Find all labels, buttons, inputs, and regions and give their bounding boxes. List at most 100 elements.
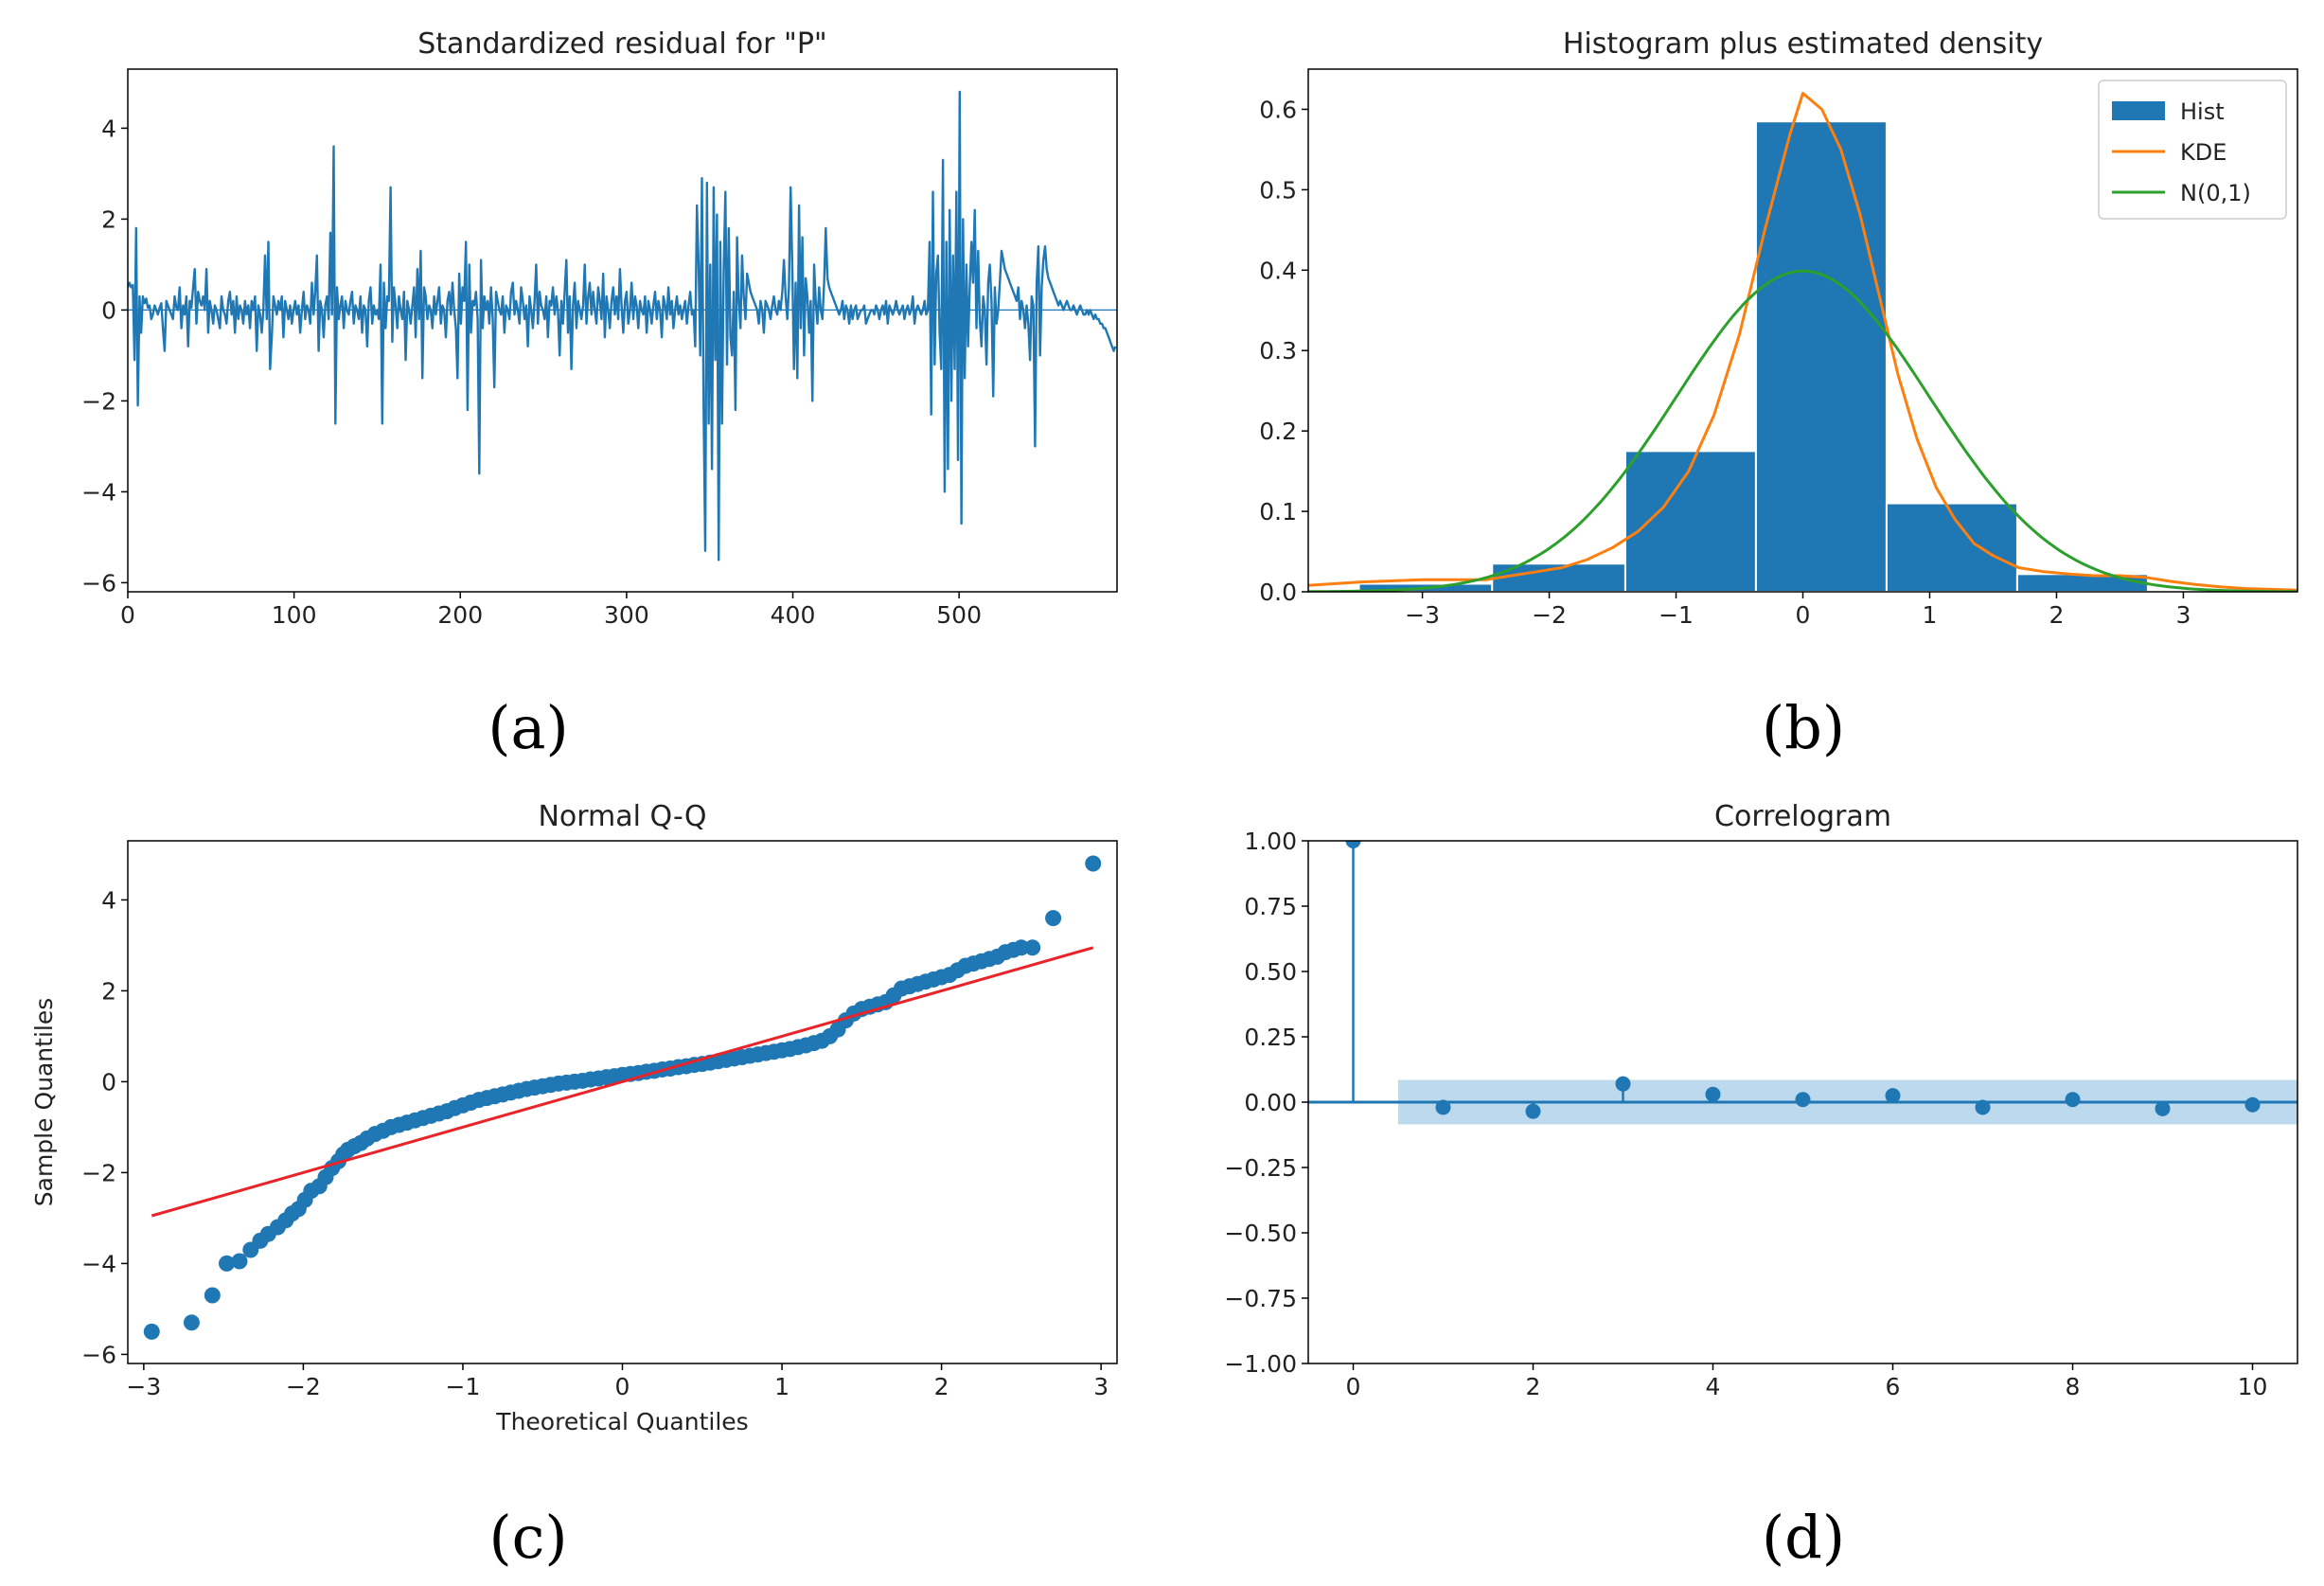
- acf-marker: [1705, 1086, 1721, 1102]
- qq-point: [204, 1287, 221, 1304]
- legend-hist-swatch: [2112, 101, 2165, 120]
- y-tick-label: 0.1: [1259, 498, 1297, 526]
- acf-marker: [1435, 1099, 1451, 1115]
- qq-reference-line: [151, 946, 1094, 1218]
- axes-frame: [127, 840, 1118, 1364]
- qq-point: [1045, 910, 1062, 927]
- y-tick-label: 0.75: [1244, 893, 1297, 920]
- x-tick-label: 1: [774, 1373, 789, 1400]
- panel-letter: (a): [488, 693, 568, 762]
- panel-title: Standardized residual for "P": [417, 27, 826, 61]
- qq-point: [1024, 939, 1041, 956]
- x-tick-label: −3: [126, 1373, 161, 1400]
- legend-label: Hist: [2180, 98, 2225, 125]
- acf-marker: [1615, 1076, 1631, 1092]
- x-tick-label: 6: [1886, 1373, 1901, 1400]
- y-tick-label: −0.75: [1224, 1285, 1297, 1312]
- axes-frame: [1307, 840, 2298, 1364]
- x-tick-label: −1: [1659, 601, 1694, 629]
- acf-marker: [1345, 841, 1361, 848]
- panel-letter: (c): [488, 1503, 567, 1572]
- qq-point: [183, 1314, 200, 1331]
- panel-d-correlogram-chart: Correlogram 0 2 4 6 8 10 −1.00 −0.75 −0.50 −0.25 0.…: [1224, 800, 2298, 1572]
- qq-point: [219, 1255, 235, 1272]
- y-tick-label: 4: [101, 115, 116, 142]
- x-tick-label: −2: [1532, 601, 1567, 629]
- x-tick-label: 0: [1796, 601, 1811, 629]
- x-tick-label: 0: [120, 601, 135, 629]
- panel-letter: (b): [1762, 693, 1845, 762]
- y-tick-label: 4: [101, 886, 116, 914]
- panel-title: Histogram plus estimated density: [1563, 27, 2043, 61]
- y-tick-label: 2: [101, 205, 116, 233]
- x-tick-label: −1: [446, 1373, 481, 1400]
- x-tick-label: −3: [1405, 601, 1440, 629]
- y-tick-label: 0.6: [1259, 96, 1297, 123]
- y-tick-label: −0.50: [1224, 1220, 1297, 1247]
- y-tick-label: 0: [101, 1068, 116, 1096]
- acf-marker: [2155, 1100, 2171, 1116]
- y-tick-label: −0.25: [1224, 1154, 1297, 1182]
- panel-b-histogram-chart: Histogram plus estimated density −3 −2 −1 0 1…: [1259, 27, 2298, 762]
- y-tick-label: 0.4: [1259, 257, 1297, 284]
- panel-title: Correlogram: [1714, 800, 1891, 833]
- y-tick-label: 1.00: [1244, 828, 1297, 855]
- acf-marker: [2244, 1096, 2261, 1113]
- y-tick-label: −4: [81, 478, 116, 506]
- legend-label: KDE: [2180, 139, 2226, 166]
- y-tick-label: 2: [101, 977, 116, 1005]
- x-tick-label: 300: [604, 601, 649, 629]
- panel-c-qq-chart: Normal Q-Q −3 −2 −1 0 1 2 3 −6 −4 −2 0 2 4 (c) Theoreti…: [30, 800, 1118, 1572]
- y-tick-label: 0.50: [1244, 958, 1297, 986]
- x-axis-label: Theoretical Quantiles: [495, 1408, 748, 1435]
- y-tick-label: −6: [81, 1341, 116, 1368]
- x-tick-label: 3: [2175, 601, 2191, 629]
- y-tick-label: 0: [101, 296, 116, 324]
- qq-point: [143, 1323, 160, 1340]
- legend-label: N(0,1): [2180, 180, 2251, 206]
- acf-marker: [1885, 1088, 1901, 1104]
- x-tick-label: 4: [1706, 1373, 1721, 1400]
- x-tick-label: 400: [771, 601, 816, 629]
- acf-marker: [1525, 1103, 1541, 1119]
- histogram-bar: [1623, 450, 1757, 592]
- y-tick-label: 0.5: [1259, 176, 1297, 204]
- x-tick-label: −2: [286, 1373, 321, 1400]
- y-tick-label: −4: [81, 1250, 116, 1277]
- acf-marker: [2065, 1092, 2081, 1108]
- x-tick-label: 500: [936, 601, 982, 629]
- panel-letter: (d): [1762, 1503, 1845, 1572]
- x-tick-label: 0: [1346, 1373, 1361, 1400]
- y-tick-label: −2: [81, 387, 116, 415]
- y-tick-label: 0.25: [1244, 1024, 1297, 1051]
- histogram-bar: [1885, 502, 2018, 592]
- panel-title: Normal Q-Q: [538, 800, 706, 833]
- x-tick-label: 8: [2066, 1373, 2081, 1400]
- y-tick-label: −6: [81, 569, 116, 597]
- axes-frame: [127, 68, 1118, 593]
- x-tick-label: 1: [1923, 601, 1938, 629]
- y-tick-label: 0.3: [1259, 337, 1297, 365]
- x-tick-label: 10: [2238, 1373, 2268, 1400]
- y-tick-label: −2: [81, 1159, 116, 1186]
- y-tick-label: 0.0: [1259, 579, 1297, 606]
- qq-point: [231, 1253, 248, 1270]
- histogram-bar: [1754, 120, 1888, 592]
- y-tick-label: 0.2: [1259, 418, 1297, 445]
- x-tick-label: 3: [1093, 1373, 1109, 1400]
- x-tick-label: 100: [272, 601, 317, 629]
- x-tick-label: 2: [2049, 601, 2064, 629]
- axes-frame: [1307, 68, 2298, 593]
- panel-a-residual-chart: Standardized residual for "P" 0 100 200 300 4…: [81, 27, 1118, 762]
- y-tick-label: −1.00: [1224, 1350, 1297, 1378]
- qq-point: [1085, 855, 1102, 872]
- y-axis-label: Sample Quantiles: [30, 998, 58, 1206]
- y-tick-label: 0.00: [1244, 1089, 1297, 1116]
- qq-point: [1013, 939, 1030, 956]
- normal-density-line: [1308, 269, 2297, 592]
- residual-series-line: [128, 90, 1117, 561]
- x-tick-label: 2: [1526, 1373, 1541, 1400]
- x-tick-label: 0: [615, 1373, 630, 1400]
- x-tick-label: 2: [934, 1373, 949, 1400]
